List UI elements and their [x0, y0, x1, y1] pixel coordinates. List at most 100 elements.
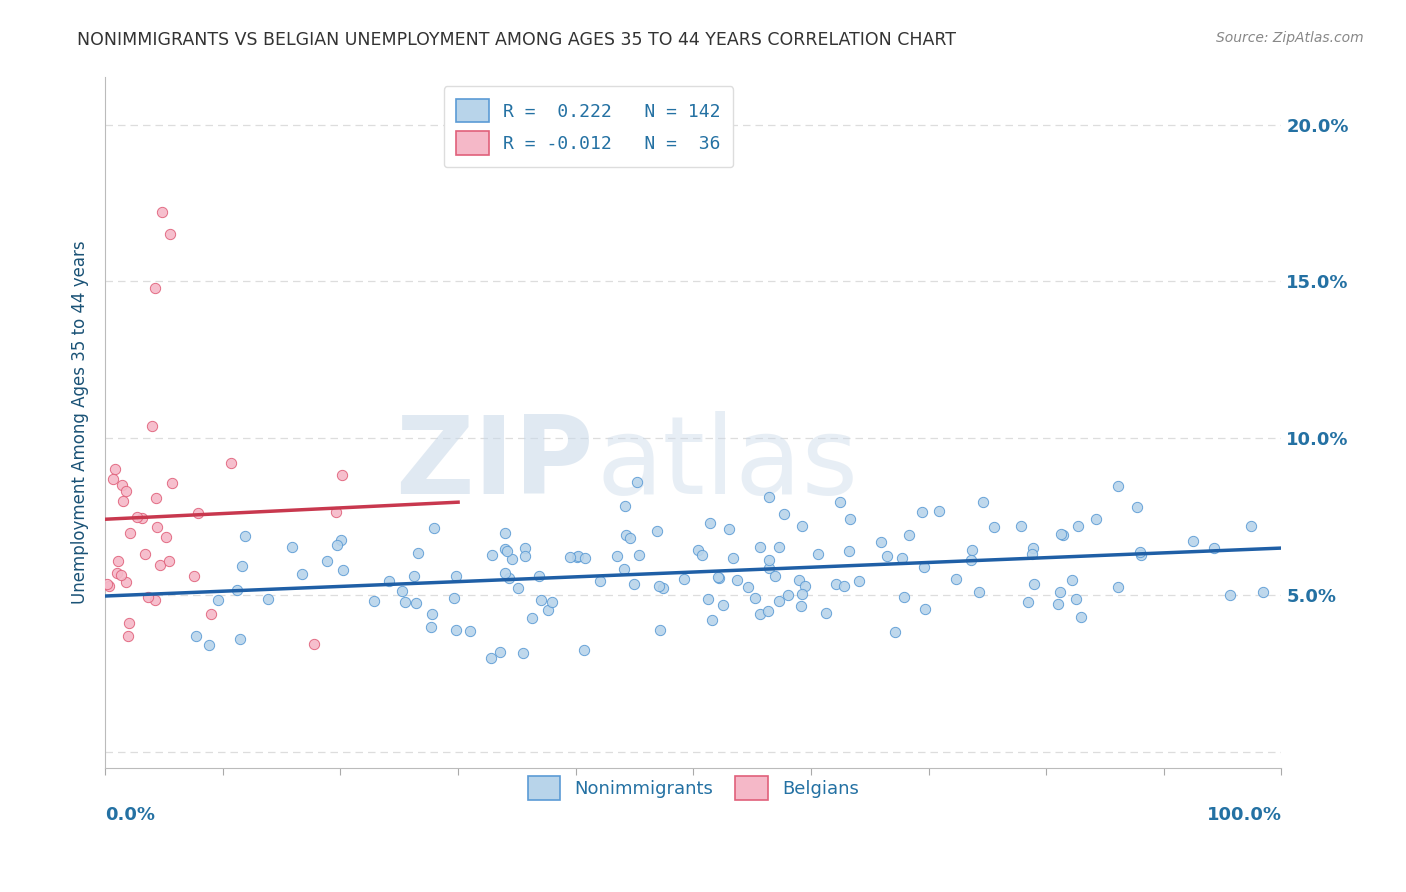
- Point: [787, 573, 810, 587]
- Point: [219, 456, 242, 470]
- Point: [972, 494, 994, 508]
- Point: [574, 643, 596, 657]
- Point: [115, 574, 138, 589]
- Point: [700, 613, 723, 627]
- Point: [231, 558, 253, 573]
- Point: [186, 506, 208, 520]
- Point: [967, 585, 990, 599]
- Point: [758, 553, 780, 567]
- Point: [118, 615, 141, 630]
- Point: [1070, 610, 1092, 624]
- Point: [316, 554, 339, 568]
- Point: [184, 629, 207, 643]
- Point: [1017, 595, 1039, 609]
- Point: [513, 541, 536, 555]
- Point: [558, 549, 581, 564]
- Point: [911, 505, 934, 519]
- Point: [1021, 547, 1043, 561]
- Point: [402, 569, 425, 583]
- Point: [1010, 519, 1032, 533]
- Point: [815, 606, 838, 620]
- Point: [537, 603, 560, 617]
- Point: [111, 477, 134, 491]
- Point: [723, 551, 745, 566]
- Point: [145, 491, 167, 505]
- Point: [928, 504, 950, 518]
- Point: [773, 508, 796, 522]
- Point: [763, 569, 786, 583]
- Y-axis label: Unemployment Among Ages 35 to 44 years: Unemployment Among Ages 35 to 44 years: [72, 241, 89, 605]
- Point: [131, 511, 153, 525]
- Point: [1251, 585, 1274, 599]
- Point: [790, 599, 813, 614]
- Point: [160, 476, 183, 491]
- Point: [228, 632, 250, 647]
- Text: ZIP: ZIP: [395, 411, 593, 517]
- Point: [1204, 541, 1226, 556]
- Point: [792, 519, 814, 533]
- Point: [183, 569, 205, 583]
- Point: [718, 522, 741, 536]
- Point: [155, 530, 177, 544]
- Point: [672, 572, 695, 586]
- Point: [114, 484, 136, 499]
- Text: atlas: atlas: [598, 411, 859, 517]
- Point: [613, 562, 636, 576]
- Point: [706, 569, 728, 583]
- Point: [912, 559, 935, 574]
- Point: [496, 543, 519, 558]
- Point: [793, 579, 815, 593]
- Point: [768, 594, 790, 608]
- Point: [832, 579, 855, 593]
- Point: [619, 531, 641, 545]
- Point: [893, 591, 915, 605]
- Point: [494, 541, 516, 556]
- Point: [876, 549, 898, 564]
- Point: [890, 551, 912, 566]
- Point: [960, 553, 983, 567]
- Point: [613, 499, 636, 513]
- Point: [825, 576, 848, 591]
- Point: [1126, 500, 1149, 514]
- Point: [897, 528, 920, 542]
- Point: [363, 594, 385, 608]
- Point: [512, 646, 534, 660]
- Point: [614, 527, 637, 541]
- Point: [460, 624, 482, 638]
- Point: [709, 571, 731, 585]
- Point: [530, 593, 553, 607]
- Point: [792, 586, 814, 600]
- Point: [688, 543, 710, 558]
- Point: [134, 548, 156, 562]
- Point: [257, 591, 280, 606]
- Point: [945, 572, 967, 586]
- Point: [159, 227, 181, 242]
- Point: [768, 540, 790, 554]
- Point: [1107, 580, 1129, 594]
- Point: [699, 516, 721, 531]
- Point: [146, 520, 169, 534]
- Point: [839, 512, 862, 526]
- Point: [962, 543, 984, 558]
- Point: [508, 581, 530, 595]
- Point: [778, 588, 800, 602]
- Point: [606, 549, 628, 564]
- Point: [489, 644, 512, 658]
- Point: [983, 520, 1005, 534]
- Text: NONIMMIGRANTS VS BELGIAN UNEMPLOYMENT AMONG AGES 35 TO 44 YEARS CORRELATION CHAR: NONIMMIGRANTS VS BELGIAN UNEMPLOYMENT AM…: [77, 31, 956, 49]
- Point: [325, 538, 347, 552]
- Point: [647, 579, 669, 593]
- Point: [1052, 527, 1074, 541]
- Point: [141, 418, 163, 433]
- Point: [200, 607, 222, 622]
- Point: [1049, 584, 1071, 599]
- Point: [226, 583, 249, 598]
- Point: [1066, 592, 1088, 607]
- Point: [737, 581, 759, 595]
- Point: [574, 551, 596, 566]
- Point: [749, 607, 772, 621]
- Point: [565, 549, 588, 564]
- Point: [807, 547, 830, 561]
- Point: [443, 591, 465, 605]
- Point: [479, 651, 502, 665]
